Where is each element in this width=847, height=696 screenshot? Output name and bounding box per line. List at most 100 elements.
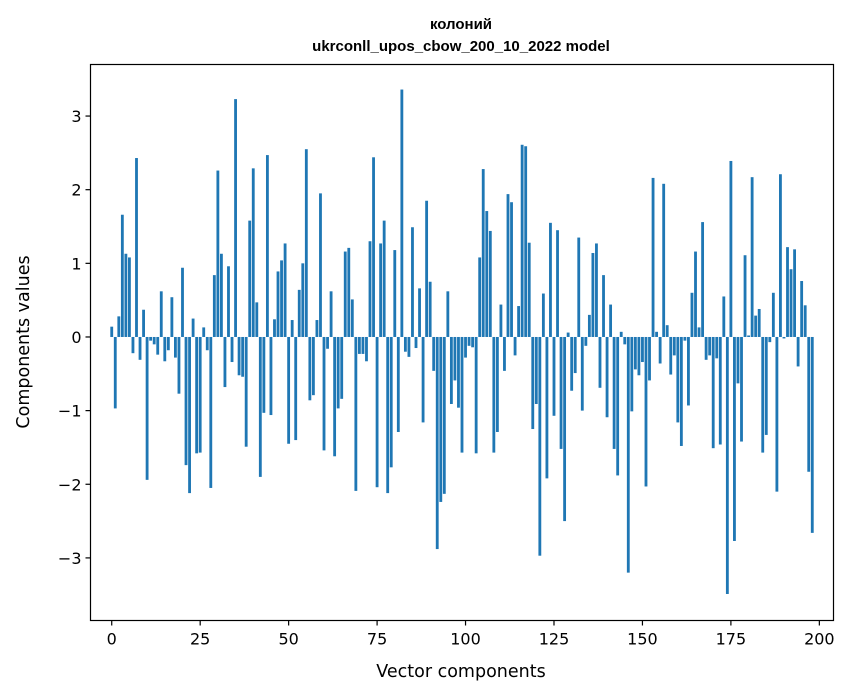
y-tick-label: 2	[71, 181, 81, 200]
bar-76	[379, 243, 383, 337]
bar-164	[690, 292, 694, 337]
bar-113	[510, 202, 513, 337]
bar-99	[460, 336, 464, 453]
bar-146	[626, 336, 630, 573]
y-tick-label: −3	[58, 549, 82, 568]
x-axis-label: Vector components	[376, 662, 545, 682]
bar-195	[800, 281, 804, 337]
bar-196	[803, 305, 807, 337]
bar-101	[467, 336, 471, 346]
bar-47	[276, 271, 280, 337]
bar-9	[142, 309, 145, 337]
bar-64	[336, 336, 340, 409]
bar-55	[304, 149, 308, 337]
bar-120	[534, 336, 538, 404]
bar-145	[623, 336, 627, 345]
bar-105	[481, 169, 485, 337]
bar-155	[658, 336, 662, 364]
bar-178	[740, 336, 743, 442]
bar-189	[779, 174, 782, 337]
bar-172	[718, 336, 722, 445]
bar-115	[517, 306, 521, 337]
bar-168	[704, 336, 708, 360]
bar-48	[280, 260, 283, 337]
bar-130	[570, 336, 574, 391]
bar-190	[782, 336, 786, 339]
bar-137	[595, 243, 598, 337]
bar-153	[651, 177, 655, 337]
bar-139	[602, 275, 605, 337]
bar-44	[265, 155, 269, 337]
x-tick-label: 150	[627, 630, 658, 649]
bar-182	[754, 315, 758, 337]
x-tick-label: 50	[278, 630, 298, 649]
bar-98	[457, 336, 460, 408]
bar-7	[135, 158, 138, 337]
bar-17	[170, 297, 174, 337]
bar-138	[598, 336, 602, 388]
bar-183	[757, 308, 761, 337]
x-tick-label: 0	[107, 630, 117, 649]
bar-174	[725, 336, 729, 594]
bar-169	[708, 336, 712, 356]
bar-25	[198, 336, 202, 453]
bar-118	[527, 242, 531, 337]
bar-0	[110, 326, 114, 337]
bar-49	[283, 243, 287, 337]
bar-71	[361, 336, 365, 354]
x-tick-label: 25	[190, 630, 210, 649]
x-tick-label: 125	[539, 630, 570, 649]
bar-12	[152, 336, 156, 345]
bar-126	[556, 230, 559, 337]
bar-31	[219, 253, 223, 337]
bar-165	[694, 251, 697, 337]
bar-70	[357, 336, 361, 354]
bar-75	[375, 336, 379, 488]
bar-144	[619, 331, 623, 337]
bar-143	[616, 336, 620, 476]
bar-50	[287, 336, 291, 444]
x-tick-label: 100	[450, 630, 481, 649]
bar-151	[644, 336, 648, 487]
bar-157	[665, 325, 669, 337]
x-tick-label: 175	[716, 630, 747, 649]
bar-111	[503, 336, 506, 371]
bar-108	[492, 336, 496, 453]
bar-36	[237, 336, 241, 376]
bar-73	[368, 241, 372, 337]
bar-179	[743, 255, 747, 337]
bar-2	[117, 316, 121, 337]
bar-62	[329, 291, 333, 337]
bar-4	[124, 253, 128, 337]
bar-54	[301, 263, 305, 337]
bar-51	[290, 320, 294, 337]
bar-141	[609, 304, 613, 337]
bar-135	[587, 314, 591, 337]
bar-3	[120, 214, 124, 337]
bar-65	[340, 336, 344, 399]
bar-148	[633, 336, 637, 370]
bar-24	[195, 336, 199, 454]
bar-175	[729, 160, 733, 337]
bar-123	[545, 336, 549, 479]
bar-185	[764, 336, 768, 435]
bar-188	[775, 336, 779, 492]
bar-149	[637, 336, 641, 376]
y-tick-label: −2	[58, 475, 82, 494]
bar-89	[425, 200, 429, 337]
bar-43	[262, 336, 266, 413]
bar-19	[177, 336, 181, 394]
bar-8	[138, 336, 142, 360]
bar-35	[234, 99, 237, 337]
bar-154	[655, 331, 659, 337]
bar-34	[230, 336, 234, 363]
bar-11	[149, 336, 153, 341]
bar-147	[630, 336, 634, 412]
bar-167	[701, 222, 705, 337]
bar-16	[166, 336, 170, 351]
bar-23	[191, 318, 195, 337]
bar-92	[435, 336, 439, 550]
bar-161	[679, 336, 683, 446]
bar-1	[113, 336, 117, 409]
bar-191	[786, 247, 789, 337]
